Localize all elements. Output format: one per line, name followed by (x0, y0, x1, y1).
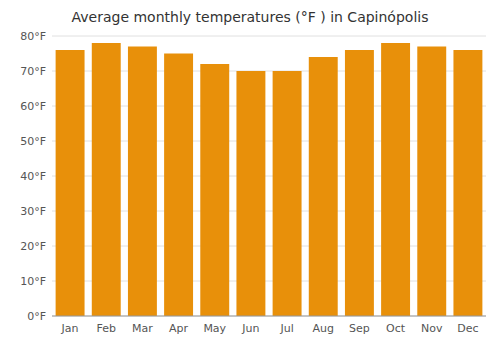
grid-line (52, 36, 486, 37)
chart: Average monthly temperatures (°F ) in Ca… (0, 0, 500, 350)
bar (417, 47, 446, 317)
y-tick-label: 30°F (20, 205, 46, 218)
bar (200, 64, 229, 316)
x-tick-label: Jan (61, 322, 79, 335)
x-tick-label: Nov (421, 322, 443, 335)
bar (453, 50, 482, 316)
y-tick-label: 70°F (20, 65, 46, 78)
chart-container: Average monthly temperatures (°F ) in Ca… (0, 0, 500, 350)
bar (164, 54, 193, 317)
x-tick-label: Sep (349, 322, 370, 335)
y-tick-label: 40°F (20, 170, 46, 183)
x-tick-label: Jul (279, 322, 293, 335)
y-tick-label: 20°F (20, 240, 46, 253)
bar (309, 57, 338, 316)
x-tick-label: Mar (132, 322, 153, 335)
title: Average monthly temperatures (°F ) in Ca… (72, 9, 429, 25)
x-tick-label: Oct (386, 322, 406, 335)
x-tick-label: Jun (241, 322, 259, 335)
y-tick-label: 80°F (20, 30, 46, 43)
bar (381, 43, 410, 316)
x-tick-label: Feb (97, 322, 116, 335)
x-axis-line (52, 316, 486, 317)
x-tick-label: Aug (313, 322, 334, 335)
y-tick-label: 60°F (20, 100, 46, 113)
bar (345, 50, 374, 316)
x-tick-label: May (203, 322, 226, 335)
bar (56, 50, 85, 316)
y-tick-label: 50°F (20, 135, 46, 148)
bar (128, 47, 157, 317)
bars (56, 43, 483, 316)
bar (92, 43, 121, 316)
y-tick-label: 0°F (27, 310, 46, 323)
y-tick-label: 10°F (20, 275, 46, 288)
grid-line (52, 316, 486, 317)
x-tick-label: Dec (457, 322, 478, 335)
bar (273, 71, 302, 316)
bar (236, 71, 265, 316)
x-tick-label: Apr (169, 322, 189, 335)
